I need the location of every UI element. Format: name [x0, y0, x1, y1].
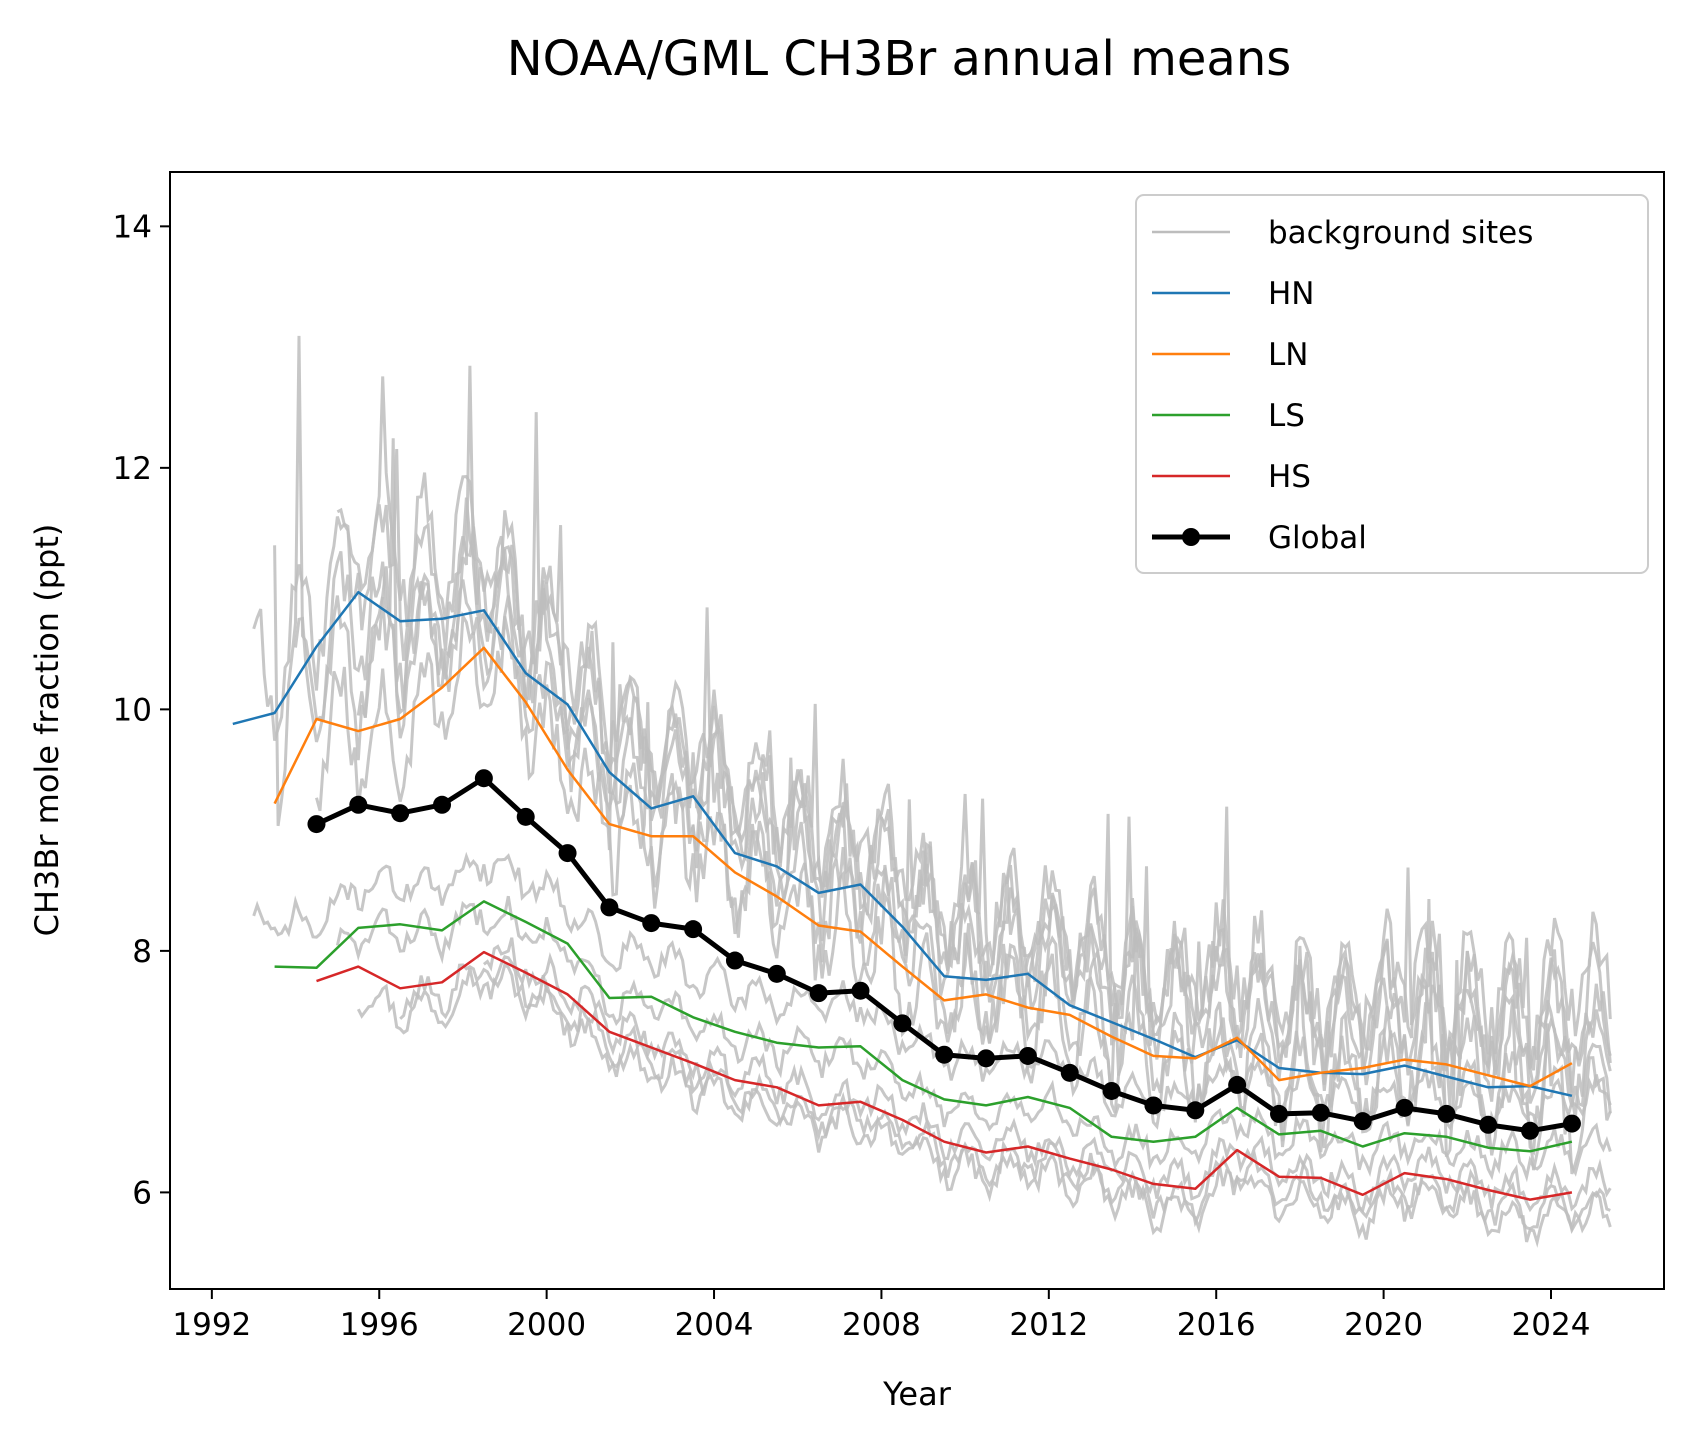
global-data-point [1311, 1103, 1330, 1122]
series-line-ln [273, 646, 1573, 1088]
x-tick-label: 2016 [1177, 1307, 1256, 1343]
global-data-point [349, 795, 368, 814]
global-data-point [1562, 1114, 1581, 1133]
legend-label: Global [1268, 520, 1367, 556]
legend-label: LN [1268, 337, 1308, 373]
background-site-line [335, 895, 1612, 1183]
legend: background sites HN LN LS HS Global [1135, 194, 1649, 574]
global-data-point [1395, 1098, 1414, 1117]
global-data-point [307, 815, 326, 834]
x-axis: 1992 1996 2000 2004 2008 2012 2016 2020 2024 [172, 1289, 1590, 1343]
global-data-point [893, 1014, 912, 1033]
y-axis: 6 8 10 12 14 [113, 209, 170, 1211]
x-tick-label: 2008 [842, 1307, 921, 1343]
x-tick-label: 2020 [1344, 1307, 1423, 1343]
global-data-point [1144, 1096, 1163, 1115]
global-data-point [1186, 1101, 1205, 1120]
global-data-point [809, 984, 828, 1003]
background-site-line [356, 526, 1612, 1071]
x-tick-label: 2000 [507, 1307, 586, 1343]
global-data-point [558, 844, 577, 863]
x-tick-label: 2004 [675, 1307, 754, 1343]
global-data-point [1479, 1115, 1498, 1134]
y-tick-label: 6 [132, 1175, 152, 1211]
background-site-line [315, 611, 1612, 1156]
global-data-point [474, 769, 493, 788]
global-data-point [433, 795, 452, 814]
y-axis-label: CH3Br mole fraction (ppt) [28, 524, 66, 937]
x-tick-label: 2024 [1512, 1307, 1591, 1343]
global-data-point [1060, 1063, 1079, 1082]
y-tick-label: 12 [113, 451, 152, 487]
background-site-line [356, 962, 1612, 1248]
legend-marker [1182, 528, 1200, 546]
global-data-point [1437, 1104, 1456, 1123]
y-tick-label: 10 [113, 692, 152, 728]
background-site-line [273, 335, 1612, 1089]
legend-label: HS [1268, 459, 1311, 495]
series-line-hs [316, 950, 1573, 1201]
plot-frame [169, 171, 1665, 1290]
global-data-point [767, 964, 786, 983]
y-tick-label: 8 [132, 934, 152, 970]
global-data-point [391, 804, 410, 823]
global-data-point [1102, 1081, 1121, 1100]
series-line-ls [274, 900, 1573, 1153]
background-site-line [399, 955, 1611, 1233]
series-layer [232, 590, 1581, 1201]
global-data-point [600, 898, 619, 917]
x-axis-label: Year [882, 1375, 952, 1413]
x-tick-label: 1996 [340, 1307, 419, 1343]
x-tick-label: 1992 [172, 1307, 251, 1343]
global-data-point [1353, 1112, 1372, 1131]
x-tick-label: 2012 [1009, 1307, 1088, 1343]
global-data-point [851, 981, 870, 1000]
legend-label: background sites [1268, 215, 1533, 251]
background-sites-layer [252, 335, 1612, 1248]
global-data-point [516, 807, 535, 826]
global-data-point [725, 951, 744, 970]
global-data-point [1018, 1046, 1037, 1065]
legend-box [1135, 194, 1649, 574]
y-tick-label: 14 [113, 209, 152, 245]
global-data-point [935, 1045, 954, 1064]
series-line-hn [232, 590, 1573, 1098]
chart-title: NOAA/GML CH3Br annual means [507, 31, 1292, 87]
legend-label: LS [1268, 398, 1305, 434]
global-data-point [1521, 1121, 1540, 1140]
global-data-point [684, 920, 703, 939]
global-data-point [1228, 1075, 1247, 1094]
global-data-point [1269, 1104, 1288, 1123]
global-data-point [977, 1049, 996, 1068]
global-data-point [642, 914, 661, 933]
legend-label: HN [1268, 276, 1315, 312]
background-site-line [482, 937, 1612, 1213]
